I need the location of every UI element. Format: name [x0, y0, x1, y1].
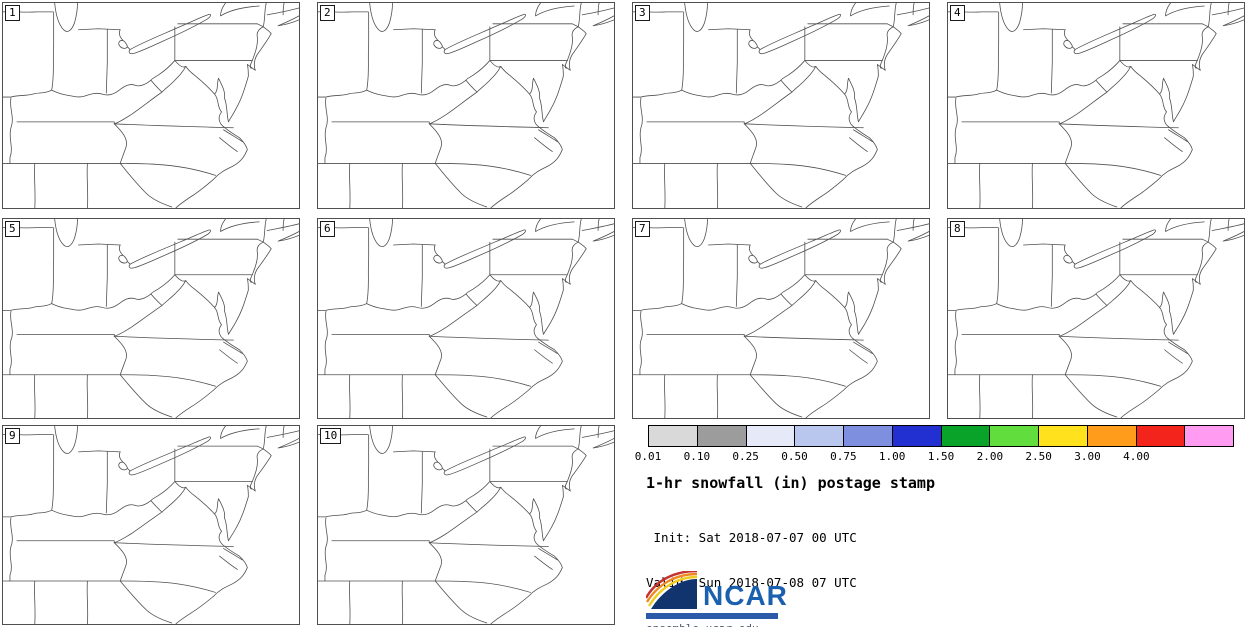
colorbar-segment [1136, 426, 1186, 446]
ncar-sail-icon [646, 571, 698, 609]
map-panel: 1 [2, 2, 300, 209]
map-panel: 9 [2, 425, 300, 625]
colorbar-segment [746, 426, 796, 446]
eastern-us-map [3, 3, 299, 208]
figure-title: 1-hr snowfall (in) postage stamp [646, 474, 935, 492]
eastern-us-map [948, 3, 1244, 208]
colorbar-tick-label: 1.00 [878, 450, 906, 463]
init-time: Init: Sat 2018-07-07 00 UTC [646, 530, 857, 545]
eastern-us-map [318, 219, 614, 418]
colorbar-labels: 0.01 0.10 0.25 0.50 0.75 1.00 1.50 2.00 2.50 3.00… [635, 450, 1234, 464]
colorbar-tick-label: 2.50 [1025, 450, 1052, 463]
map-panel: 8 [947, 218, 1245, 419]
colorbar-segment [1185, 426, 1233, 446]
colorbar-segment [1087, 426, 1137, 446]
map-panel: 5 [2, 218, 300, 419]
colorbar-segment [1039, 426, 1088, 446]
map-panel: 2 [317, 2, 615, 209]
colorbar-tick-label: 0.75 [830, 450, 857, 463]
colorbar-segment [649, 426, 698, 446]
ensemble-url: ensemble.ucar.edu [646, 622, 866, 627]
colorbar-tick-label: 2.00 [976, 450, 1004, 463]
colorbar-tick-label: 0.10 [683, 450, 711, 463]
eastern-us-map [633, 219, 929, 418]
map-panel: 7 [632, 218, 930, 419]
figure-timestamps: Init: Sat 2018-07-07 00 UTC Valid: Sun 2… [646, 500, 857, 620]
panel-number: 2 [320, 5, 335, 21]
snowfall-colorbar: 0.01 0.10 0.25 0.50 0.75 1.00 1.50 2.00 2.50 3.00… [635, 425, 1234, 464]
panel-number: 8 [950, 221, 965, 237]
panel-number: 10 [320, 428, 342, 444]
ncar-logo-text: NCAR [703, 580, 788, 611]
colorbar-tick-label: 0.50 [781, 450, 808, 463]
map-panel: 3 [632, 2, 930, 209]
panel-number: 6 [320, 221, 335, 237]
colorbar-segment [844, 426, 893, 446]
ncar-logo-bar [646, 613, 778, 619]
map-panel: 6 [317, 218, 615, 419]
eastern-us-map [318, 426, 614, 624]
colorbar-segment [990, 426, 1039, 446]
colorbar-tick-label: 4.00 [1123, 450, 1150, 463]
eastern-us-map [3, 219, 299, 418]
eastern-us-map [318, 3, 614, 208]
colorbar-segment [892, 426, 942, 446]
colorbar-segments [648, 425, 1234, 447]
panel-number: 1 [5, 5, 20, 21]
colorbar-tick-label: 3.00 [1074, 450, 1101, 463]
colorbar-segment [795, 426, 844, 446]
colorbar-tick-label: 0.25 [732, 450, 759, 463]
panel-number: 5 [5, 221, 20, 237]
ncar-logo: NCAR ensemble.ucar.edu [646, 571, 866, 627]
map-panel: 4 [947, 2, 1245, 209]
panel-number: 4 [950, 5, 965, 21]
eastern-us-map [948, 219, 1244, 418]
colorbar-segment [697, 426, 747, 446]
panel-number: 3 [635, 5, 650, 21]
colorbar-segment [941, 426, 991, 446]
panel-number: 9 [5, 428, 20, 444]
eastern-us-map [3, 426, 299, 624]
colorbar-tick-label: 0.01 [634, 450, 662, 463]
colorbar-tick-label: 1.50 [927, 450, 955, 463]
eastern-us-map [633, 3, 929, 208]
panel-number: 7 [635, 221, 650, 237]
map-panel: 10 [317, 425, 615, 625]
